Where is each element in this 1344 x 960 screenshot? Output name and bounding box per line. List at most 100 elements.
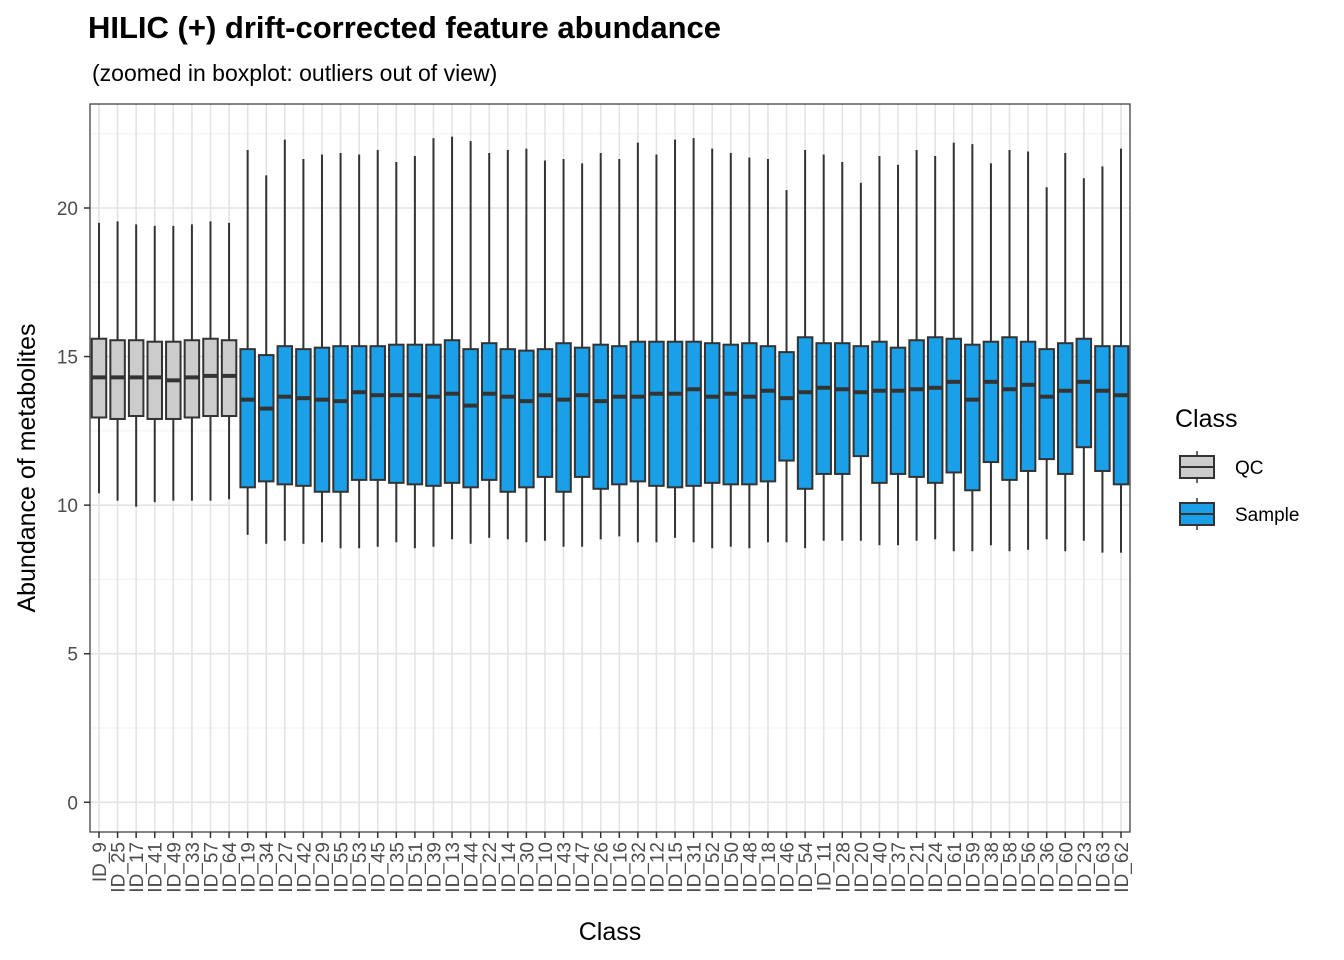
x-tick-label: ID_54 [796, 842, 817, 893]
box-body [388, 343, 405, 484]
x-tick-label: ID_33 [183, 842, 204, 893]
x-tick-label: ID_43 [555, 842, 576, 893]
x-tick-label: ID_53 [350, 842, 371, 893]
x-tick-label: ID_59 [963, 842, 984, 893]
box-body [350, 345, 368, 481]
box-body [332, 345, 349, 493]
x-axis-title: Class [579, 918, 642, 946]
x-tick-label: ID_9 [90, 842, 111, 882]
chart-title: HILIC (+) drift-corrected feature abunda… [88, 10, 722, 45]
box-ID_51 [406, 156, 424, 549]
box-ID_9 [90, 222, 108, 494]
box-ID_56 [1019, 151, 1037, 550]
box-body [425, 343, 442, 487]
x-tick-label: ID_45 [369, 842, 390, 893]
x-tick-label: ID_19 [239, 842, 260, 893]
box-ID_53 [350, 154, 368, 549]
box-body [257, 354, 275, 483]
box-body [1019, 340, 1037, 472]
x-tick-label: ID_40 [870, 842, 891, 893]
box-ID_28 [834, 161, 851, 541]
box-body [443, 339, 461, 484]
x-tick-label: ID_27 [276, 842, 297, 893]
panel-border [89, 103, 1131, 833]
x-tick-label: ID_35 [387, 842, 408, 893]
legend-label: Sample [1235, 505, 1299, 526]
box-body [1001, 336, 1018, 481]
box-ID_15 [666, 139, 684, 538]
box-ID_23 [1075, 178, 1093, 541]
box-body [573, 346, 591, 478]
x-tick-label: ID_21 [908, 842, 929, 893]
y-tick-label: 15 [57, 348, 78, 369]
x-tick-label: ID_18 [759, 842, 780, 893]
box-ID_47 [573, 163, 591, 547]
box-ID_60 [1057, 153, 1074, 552]
box-body [611, 345, 628, 486]
x-tick-label: ID_42 [294, 842, 315, 893]
x-tick-label: ID_38 [982, 842, 1003, 893]
box-body [908, 339, 925, 478]
box-body [276, 345, 294, 486]
box-ID_54 [796, 150, 814, 549]
x-tick-label: ID_26 [592, 842, 613, 893]
x-tick-label: ID_44 [462, 842, 483, 893]
x-tick-label: ID_58 [1001, 842, 1022, 893]
x-tick-label: ID_62 [1112, 842, 1133, 893]
x-tick-label: ID_56 [1019, 842, 1040, 893]
box-ID_42 [295, 158, 312, 544]
box-ID_27 [276, 139, 294, 541]
box-ID_35 [388, 161, 405, 543]
box-ID_49 [165, 225, 182, 501]
box-ID_45 [369, 150, 386, 547]
x-tick-label: ID_34 [257, 842, 278, 893]
box-body [666, 340, 684, 489]
box-body [685, 340, 702, 487]
box-body [945, 337, 963, 474]
box-body [146, 340, 163, 420]
box-ID_21 [908, 150, 925, 541]
box-body [722, 343, 740, 486]
y-axis-title: Abundance of metabolites [13, 323, 41, 612]
box-ID_10 [536, 160, 554, 541]
box-ID_55 [332, 153, 349, 549]
box-body [889, 346, 907, 475]
box-ID_30 [518, 148, 535, 543]
box-ID_48 [741, 157, 758, 549]
box-body [220, 339, 238, 418]
x-tick-label: ID_57 [201, 842, 222, 893]
box-body [759, 345, 777, 483]
box-ID_26 [592, 153, 609, 540]
box-body [703, 342, 721, 484]
box-body [295, 348, 312, 487]
x-tick-label: ID_61 [945, 842, 966, 893]
box-ID_61 [945, 142, 963, 552]
x-tick-label: ID_12 [647, 842, 668, 893]
box-body [1038, 348, 1055, 461]
box-body [239, 348, 256, 489]
x-tick-label: ID_23 [1075, 842, 1096, 893]
box-body [536, 348, 554, 478]
box-series [90, 136, 1130, 553]
x-tick-label: ID_16 [610, 842, 631, 893]
x-axis: ID_9ID_25ID_17ID_41ID_49ID_33ID_57ID_64I… [90, 832, 1133, 893]
y-tick-label: 5 [67, 645, 78, 666]
box-ID_13 [443, 136, 461, 540]
box-ID_24 [926, 156, 944, 540]
box-body [852, 345, 870, 458]
box-ID_64 [220, 222, 238, 500]
box-ID_19 [239, 150, 256, 535]
box-ID_63 [1094, 166, 1111, 553]
y-tick-label: 10 [57, 496, 78, 517]
box-ID_22 [480, 153, 498, 538]
box-body [109, 339, 126, 420]
x-tick-label: ID_55 [332, 842, 353, 893]
box-ID_52 [703, 148, 721, 549]
x-tick-label: ID_37 [889, 842, 910, 893]
box-body [815, 342, 832, 475]
box-ID_57 [202, 221, 219, 501]
box-ID_11 [815, 154, 832, 541]
box-ID_31 [685, 138, 702, 543]
x-tick-label: ID_24 [926, 842, 947, 893]
box-body [629, 340, 647, 483]
